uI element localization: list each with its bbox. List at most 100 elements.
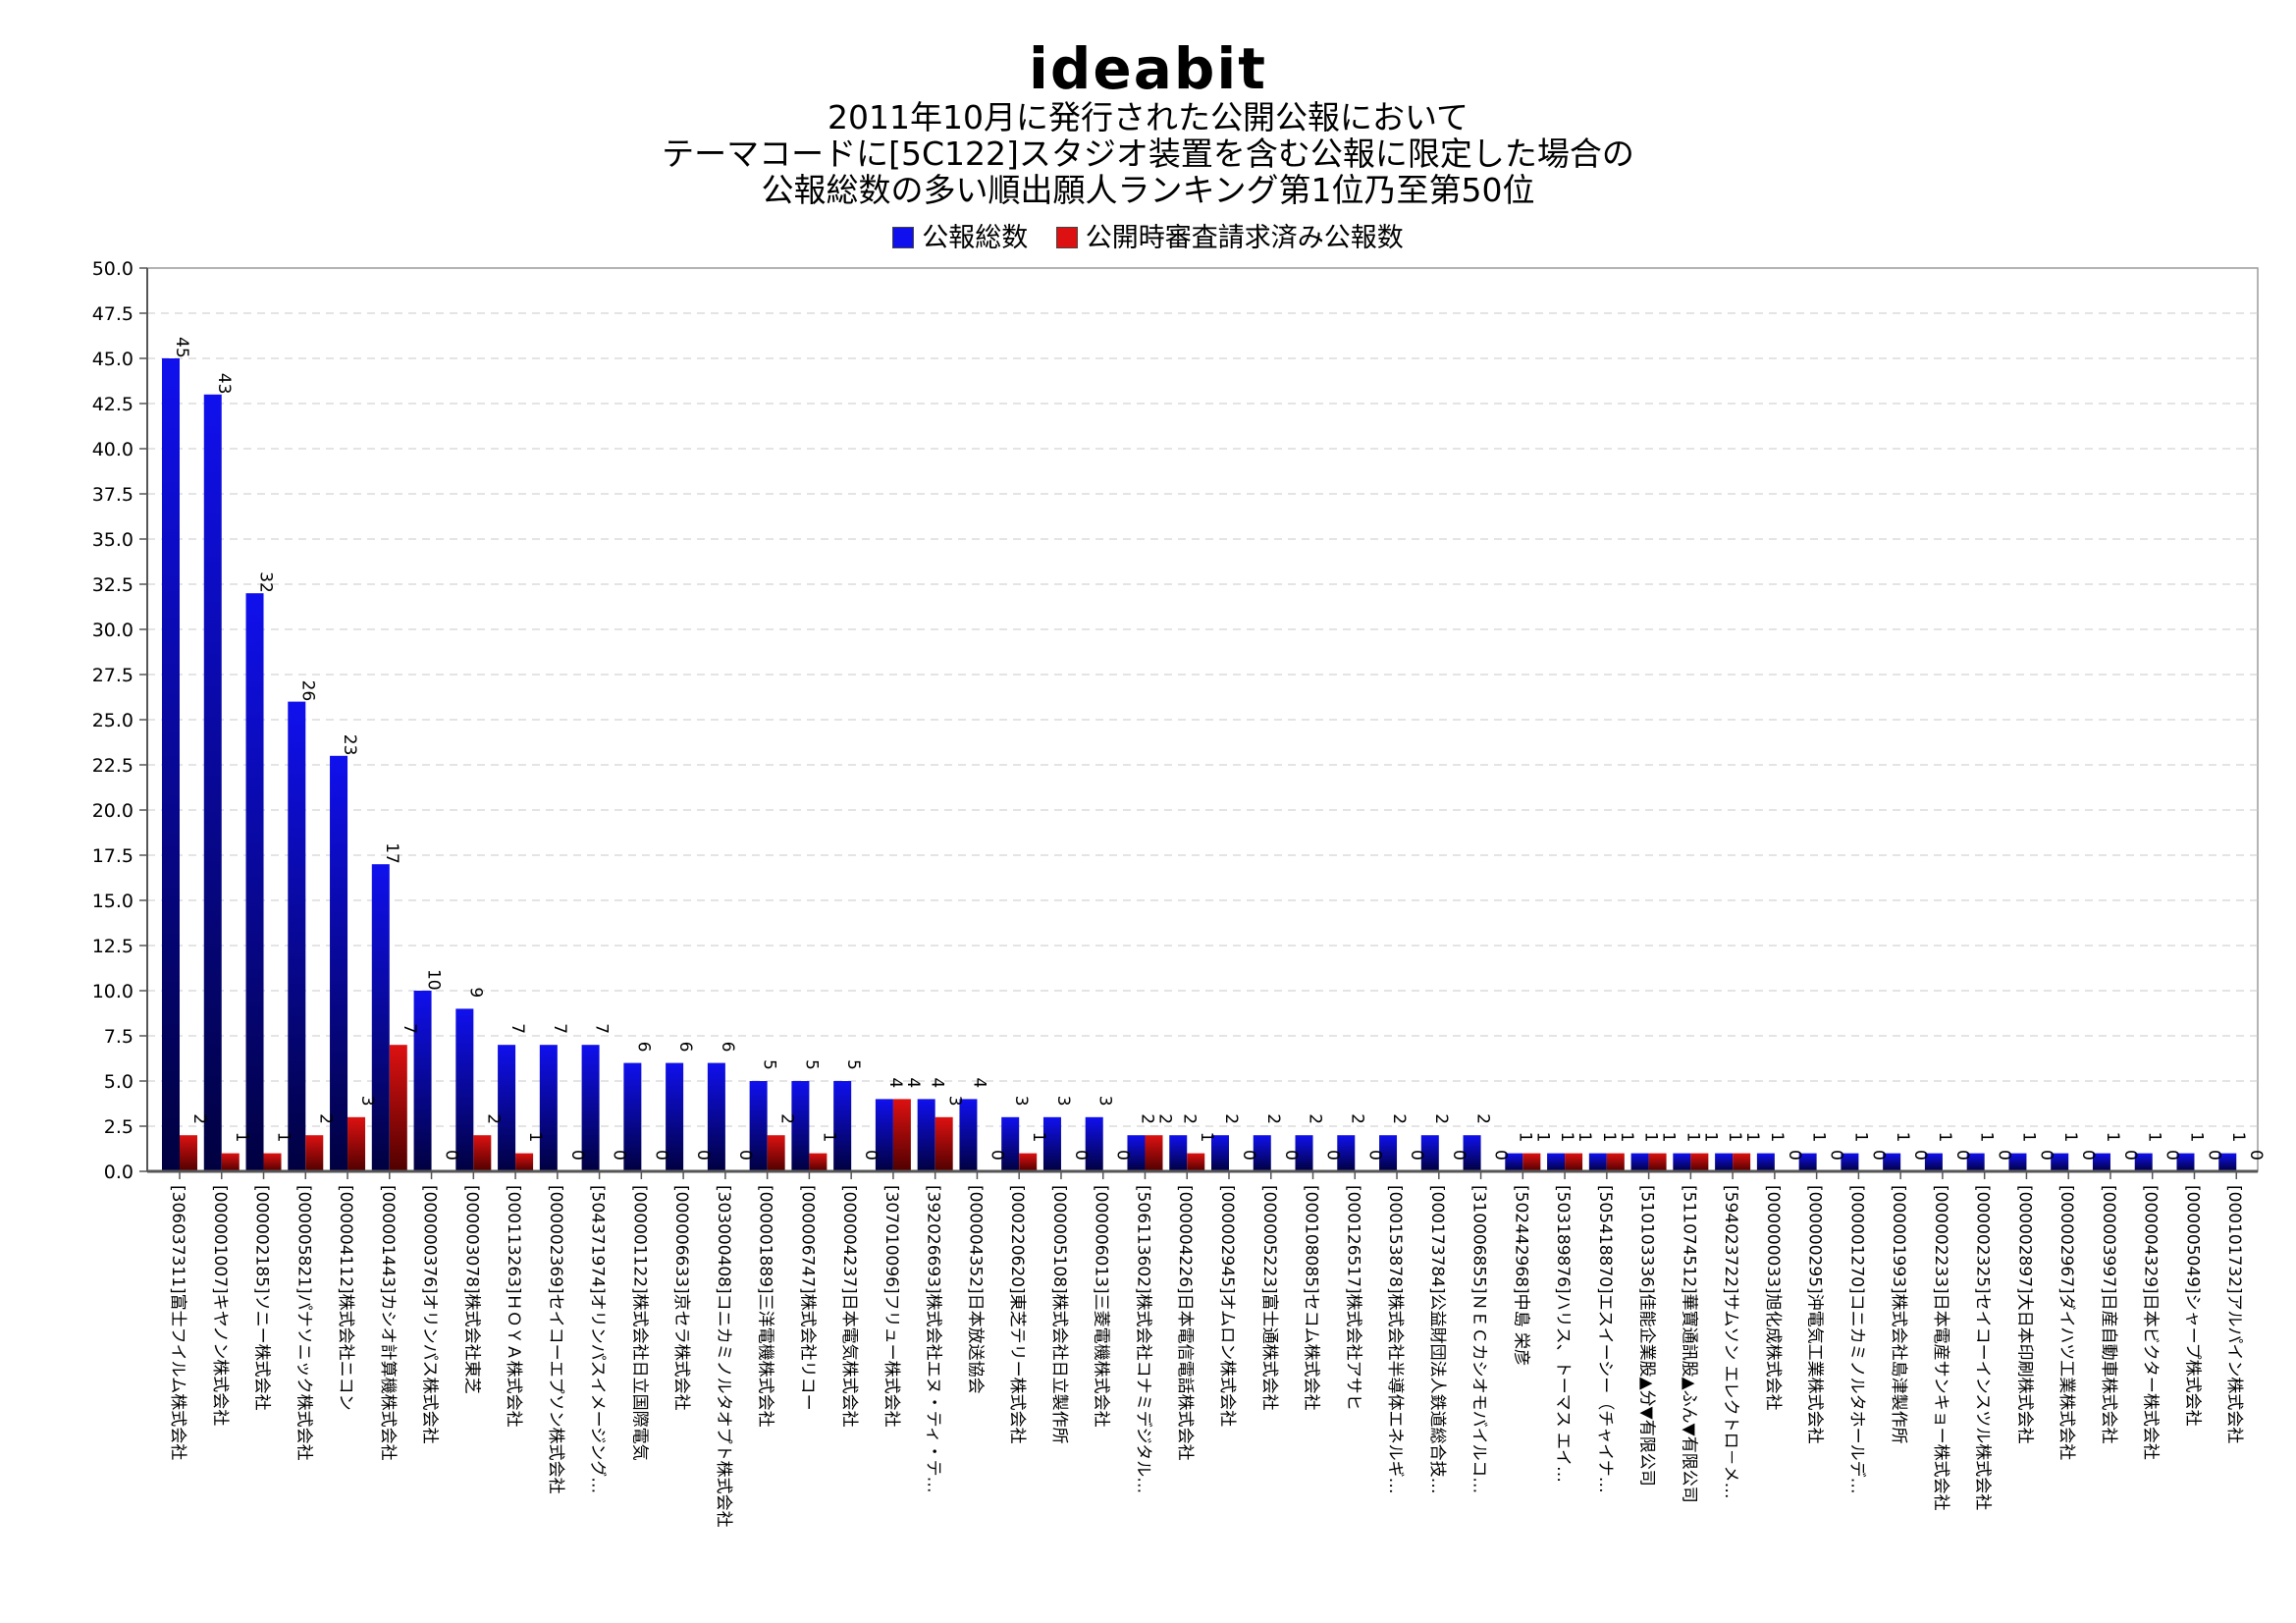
data-label-exam: 1 [274, 1132, 294, 1143]
bar-total [1798, 1153, 1817, 1171]
y-tick-label: 47.5 [92, 303, 133, 325]
data-label-total: 5 [801, 1059, 821, 1070]
x-tick-label: [000002369]セイコーエプソン株式会社 [546, 1185, 565, 1494]
bar-exam [1187, 1153, 1205, 1171]
data-label-exam: 3 [357, 1096, 377, 1107]
bar-total [2008, 1153, 2027, 1171]
x-tick-label: [000001443]カシオ計算機株式会社 [378, 1185, 398, 1461]
bar-total [539, 1045, 558, 1171]
bar-exam [389, 1045, 407, 1171]
chart-title-line-2: テーマコードに[5C122]スタジオ装置を含む公報に限定した場合の [662, 135, 1634, 173]
data-label-total: 3 [1095, 1096, 1115, 1107]
bar-total [707, 1062, 725, 1171]
bar-total [1001, 1116, 1020, 1171]
data-label-exam: 1 [1197, 1132, 1216, 1143]
data-label-total: 23 [340, 734, 359, 756]
data-label-total: 4 [885, 1077, 905, 1088]
bar-exam [892, 1099, 911, 1171]
x-tick-label: [000002967]ダイハツ工業株式会社 [2056, 1185, 2076, 1460]
chart-title-line-1: 2011年10月に発行された公開公報において [828, 98, 1468, 136]
x-tick-label: [000004226]日本電信電話株式会社 [1175, 1185, 1195, 1461]
chart-title-line-3: 公報総数の多い順出願人ランキング第1位乃至第50位 [761, 171, 1535, 209]
data-label-total: 1 [2018, 1132, 2038, 1143]
bar-total [1337, 1135, 1356, 1171]
bar-total [1924, 1153, 1943, 1171]
bar-exam [934, 1116, 953, 1171]
data-label-exam: 0 [1113, 1150, 1133, 1161]
x-tick-label: [000173784]公益財団法人鉄道総合技… [1427, 1185, 1447, 1494]
data-label-exam: 0 [1071, 1150, 1091, 1161]
data-label-total: 3 [1011, 1096, 1031, 1107]
data-label-exam: 2 [777, 1113, 797, 1124]
x-tick-label: [000001993]株式会社島津製作所 [1889, 1185, 1908, 1444]
data-label-total: 1 [1977, 1132, 1997, 1143]
bar-total [581, 1045, 600, 1171]
data-label-total: 2 [1431, 1113, 1451, 1124]
data-label-total: 1 [1682, 1132, 1702, 1143]
data-label-total: 6 [675, 1042, 695, 1053]
x-tick-label: [000005108]株式会社日立製作所 [1049, 1185, 1069, 1444]
x-tick-label: [000006747]株式会社リコー [797, 1185, 817, 1411]
bar-total [203, 394, 222, 1171]
data-label-exam: 0 [1364, 1150, 1384, 1161]
y-tick-label: 32.5 [92, 574, 133, 596]
data-label-exam: 0 [1952, 1150, 1972, 1161]
y-tick-label: 2.5 [104, 1116, 133, 1138]
bar-total [1883, 1153, 1901, 1171]
plot-area [146, 267, 2259, 1172]
data-label-exam: 0 [2078, 1150, 2098, 1161]
bar-total [623, 1062, 642, 1171]
data-label-total: 2 [1473, 1113, 1493, 1124]
data-label-exam: 0 [987, 1150, 1006, 1161]
data-label-exam: 0 [1323, 1150, 1343, 1161]
data-label-total: 43 [214, 373, 234, 395]
bar-total [162, 358, 180, 1171]
x-tick-label: [502442968]中島 栄彦 [1511, 1185, 1530, 1366]
x-tick-label: [303000408]コニカミノルタオプト株式会社 [714, 1185, 733, 1528]
x-tick-label: [000006013]三菱電機株式会社 [1092, 1185, 1111, 1428]
x-tick-label: [000002325]セイコーインスツル株式会社 [1973, 1185, 1993, 1510]
data-label-exam: 0 [861, 1150, 881, 1161]
bar-total [2176, 1153, 2195, 1171]
data-label-total: 1 [1557, 1132, 1576, 1143]
bar-total [1715, 1153, 1734, 1171]
bar-total [288, 701, 306, 1171]
bar-total [1169, 1135, 1188, 1171]
bar-total [791, 1081, 810, 1171]
x-tick-label: [000004112]株式会社ニコン [336, 1185, 355, 1411]
bar-exam [767, 1135, 785, 1171]
data-label-total: 2 [1263, 1113, 1283, 1124]
bar-total [749, 1081, 768, 1171]
legend-item-exam: 公開時審査請求済み公報数 [1055, 216, 1404, 254]
x-tick-label: [000005821]パナソニック株式会社 [294, 1185, 313, 1461]
data-label-exam: 1 [1659, 1132, 1679, 1143]
bar-exam [263, 1153, 282, 1171]
bar-exam [1648, 1153, 1667, 1171]
y-tick-label: 17.5 [92, 845, 133, 867]
bar-total [1127, 1135, 1146, 1171]
data-label-total: 10 [424, 969, 444, 991]
labels: 0.0 2.5 5.0 7.5 10.0 12.5 15.0 17.5 20.0 22.5 25.0… [92, 258, 2267, 1528]
data-label-exam: 1 [819, 1132, 838, 1143]
grid-lines [146, 267, 2259, 1172]
bar-exam [1019, 1153, 1038, 1171]
x-tick-label: [000001889]三洋電機株式会社 [756, 1185, 775, 1428]
bar-exam [180, 1135, 197, 1171]
data-label-exam: 2 [1154, 1113, 1174, 1124]
data-label-exam: 0 [567, 1150, 587, 1161]
bar-total [1211, 1135, 1229, 1171]
bar-total [245, 593, 264, 1171]
x-tick-label: [310006855]ＮＥＣカシオモバイルコ… [1469, 1185, 1489, 1493]
x-tick-label: [000153878]株式会社半導体エネルギ… [1385, 1185, 1405, 1494]
x-tick-label: [000108085]セコム株式会社 [1302, 1185, 1321, 1411]
legend-swatch-total [892, 227, 915, 248]
data-label-exam: 0 [2036, 1150, 2056, 1161]
bar-total [1379, 1135, 1398, 1171]
x-tick-label: [511074512]華寶通訊股▲ふん▼有限公司 [1679, 1185, 1699, 1503]
bar-total [666, 1062, 684, 1171]
data-label-total: 2 [1347, 1113, 1366, 1124]
data-label-exam: 0 [1281, 1150, 1301, 1161]
x-tick-label: [000002945]オムロン株式会社 [1217, 1185, 1237, 1427]
bar-total [959, 1099, 978, 1171]
